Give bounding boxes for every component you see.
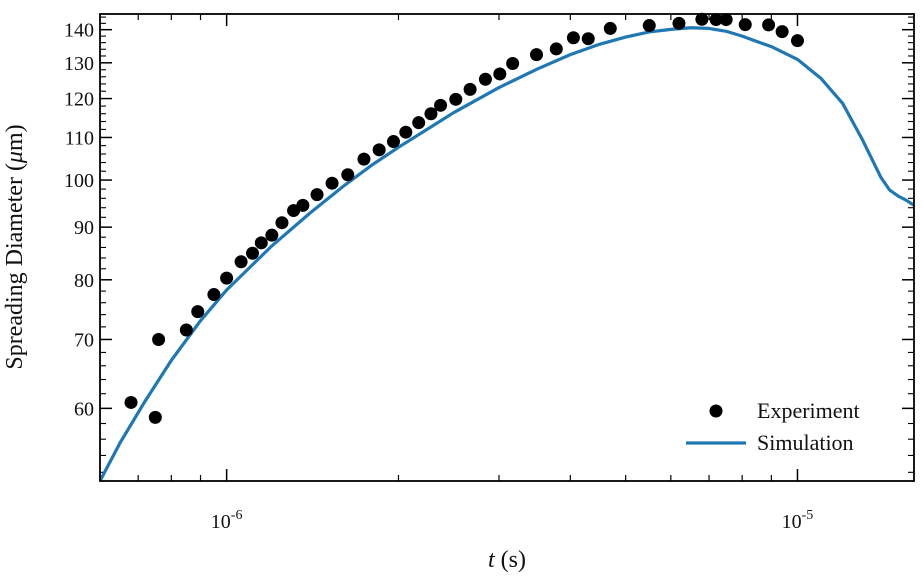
experiment-point xyxy=(191,305,205,319)
experiment-point xyxy=(762,18,776,32)
experiment-point xyxy=(506,56,520,70)
experiment-point xyxy=(549,42,563,56)
experiment-point xyxy=(695,12,709,26)
series-layer xyxy=(100,12,914,481)
x-tick-label-base: 10 xyxy=(211,511,231,533)
y-tick-label: 140 xyxy=(64,20,94,42)
y-axis-label-mu: μ xyxy=(2,151,28,164)
y-axis-label: Spreading Diameter (μm) xyxy=(2,124,28,369)
experiment-point xyxy=(424,107,438,121)
experiment-point xyxy=(341,168,355,182)
experiment-point xyxy=(265,228,279,242)
experiment-point xyxy=(603,21,617,35)
y-tick-label: 90 xyxy=(74,217,94,239)
experiment-point xyxy=(234,255,248,269)
plot-frame xyxy=(99,13,915,482)
y-tick-label: 120 xyxy=(64,89,94,111)
experiment-point xyxy=(124,395,138,409)
experiment-point xyxy=(386,135,400,149)
experiment-point xyxy=(275,216,289,230)
y-tick-label: 80 xyxy=(74,270,94,292)
experiment-point xyxy=(493,67,507,81)
experiment-point xyxy=(412,116,426,130)
experiment-point xyxy=(325,176,339,190)
experiment-point xyxy=(709,13,723,27)
x-axis-label-var: t xyxy=(488,547,496,573)
simulation-line xyxy=(100,26,914,481)
experiment-point xyxy=(399,125,413,139)
y-tick-label: 100 xyxy=(64,170,94,192)
legend-experiment-marker xyxy=(709,404,723,418)
x-tick-label: 10-6 xyxy=(211,508,243,533)
experiment-point xyxy=(220,271,234,285)
experiment-point xyxy=(207,288,221,302)
experiment-point xyxy=(152,332,166,346)
experiment-point xyxy=(719,13,733,27)
legend-experiment-label: Experiment xyxy=(757,398,860,423)
y-tick-label: 130 xyxy=(64,53,94,75)
axis-ticks xyxy=(99,14,914,481)
experiment-point xyxy=(449,92,463,106)
experiment-point xyxy=(566,31,580,45)
experiment-point xyxy=(296,198,310,212)
experiment-point xyxy=(254,236,268,250)
experiment-point xyxy=(246,246,260,260)
y-axis-label-unit: m) xyxy=(2,124,28,151)
experiment-point xyxy=(672,16,686,30)
experiment-point xyxy=(530,48,544,62)
x-axis-label-unit: (s) xyxy=(501,547,526,573)
experiment-point xyxy=(310,188,324,202)
y-tick-label: 110 xyxy=(65,127,94,149)
experiment-point xyxy=(148,410,162,424)
x-axis-label: t (s) xyxy=(488,547,526,573)
experiment-point xyxy=(357,152,371,166)
y-tick-label: 70 xyxy=(74,329,94,351)
legend-simulation-label: Simulation xyxy=(757,430,854,455)
experiment-point xyxy=(372,143,386,157)
x-tick-label-base: 10 xyxy=(782,511,802,533)
experiment-point xyxy=(738,18,752,32)
experiment-point xyxy=(179,323,193,337)
experiment-point xyxy=(790,34,804,48)
y-axis-label-main: Spreading Diameter ( xyxy=(2,163,28,370)
y-tick-label: 60 xyxy=(74,398,94,420)
x-tick-label-exponent: -6 xyxy=(231,508,243,523)
experiment-point xyxy=(434,98,448,112)
experiment-point xyxy=(581,32,595,46)
x-tick-label-exponent: -5 xyxy=(802,508,814,523)
x-tick-label: 10-5 xyxy=(782,508,814,533)
experiment-point xyxy=(463,82,477,96)
experiment-point xyxy=(775,25,789,39)
experiment-point xyxy=(642,19,656,33)
legend: Experiment Simulation xyxy=(686,398,860,455)
experiment-point xyxy=(478,72,492,86)
